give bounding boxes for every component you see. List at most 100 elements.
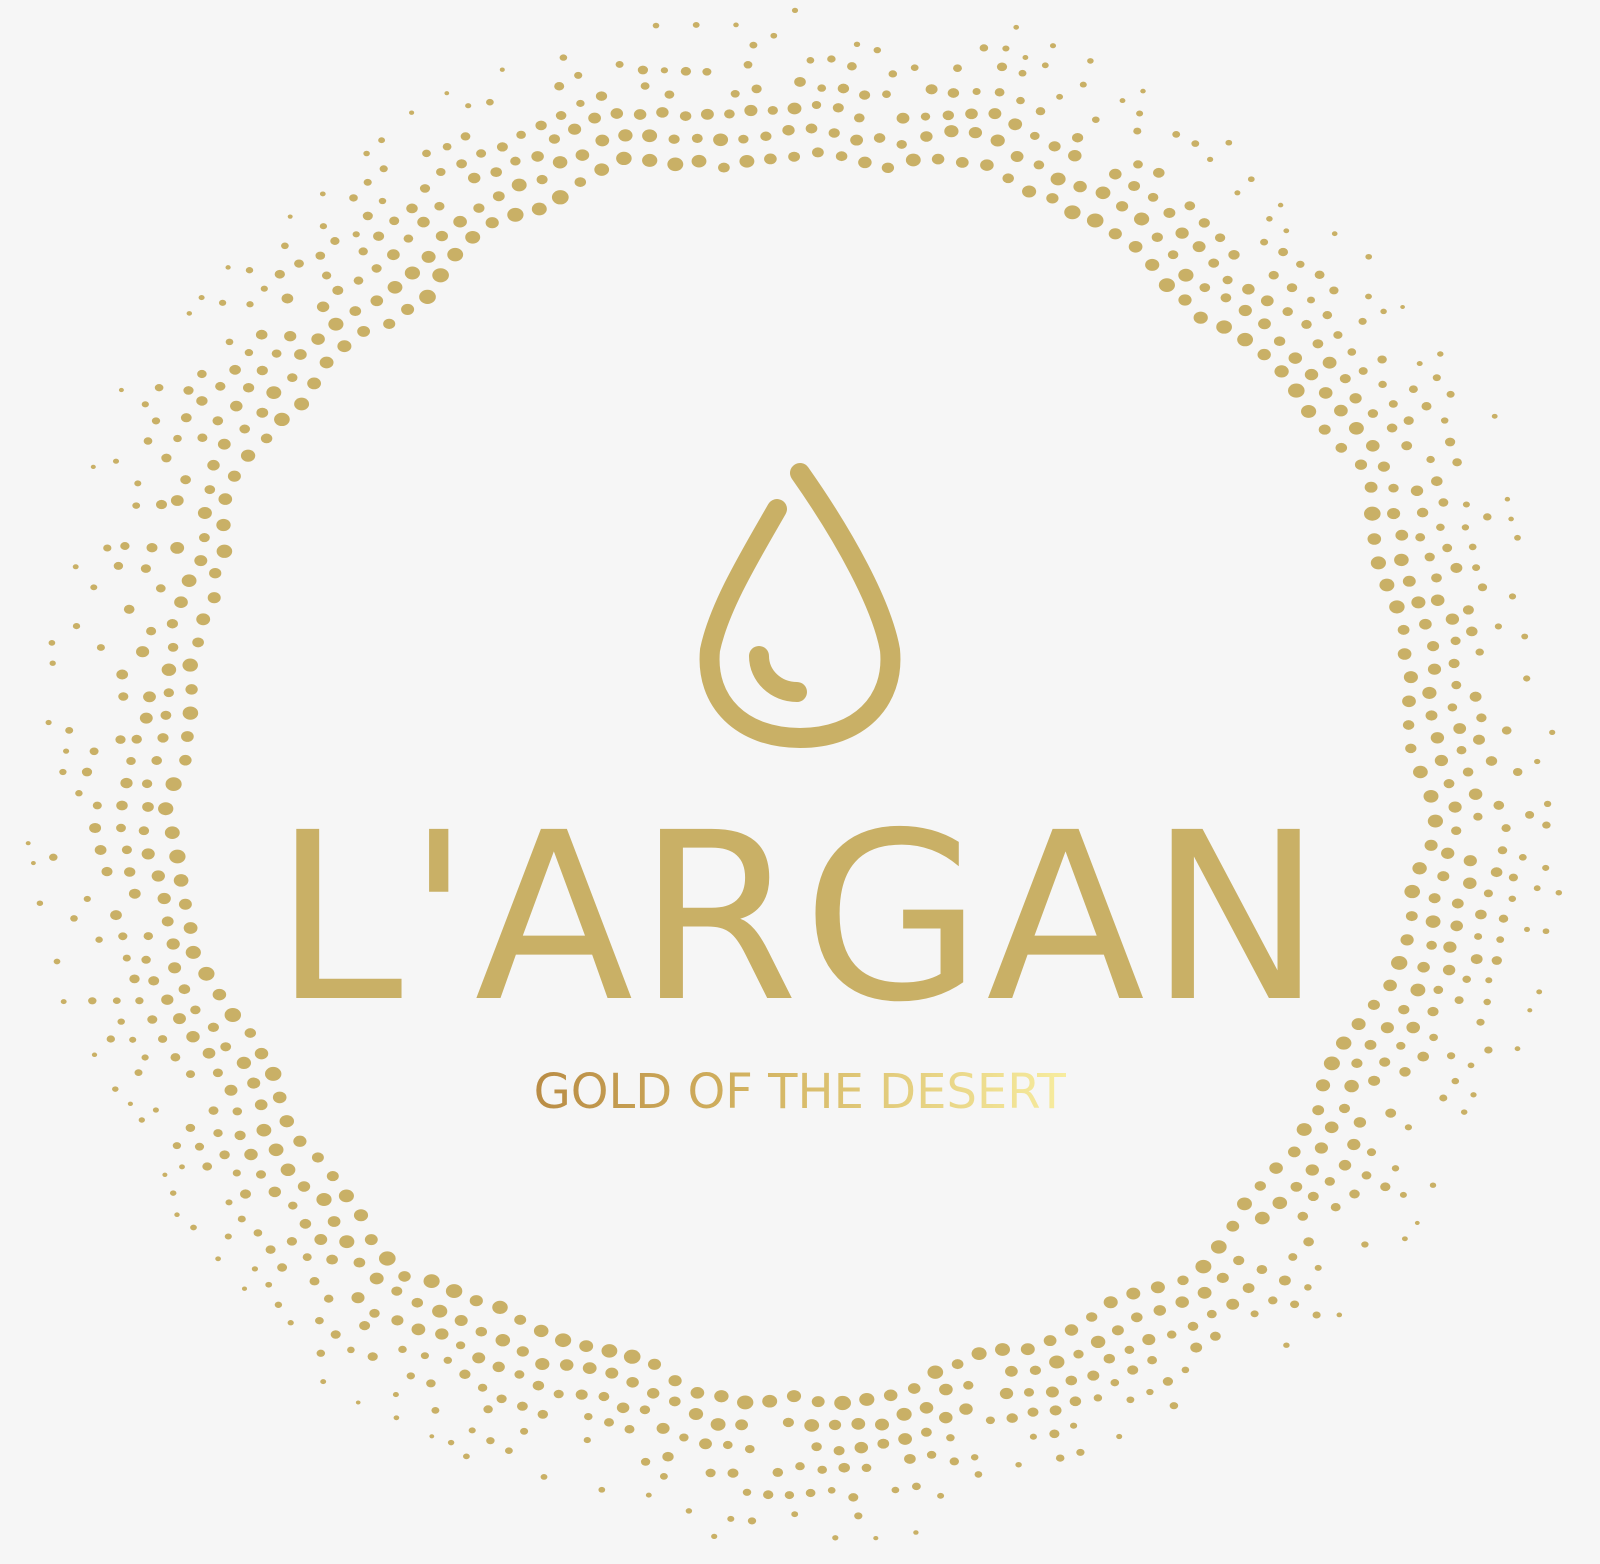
ring-dot	[963, 1380, 974, 1390]
ring-dot	[128, 888, 141, 899]
ring-dot	[1312, 1311, 1321, 1319]
ring-dot	[1210, 1240, 1227, 1254]
ring-dot	[244, 349, 254, 357]
dotted-ring-decoration	[25, 7, 1563, 1541]
ring-dot	[401, 303, 415, 315]
ring-dot	[955, 157, 969, 168]
ring-dot	[103, 544, 112, 552]
ring-dot	[220, 1042, 232, 1052]
ring-dot	[429, 1434, 435, 1439]
ring-dot	[832, 1535, 839, 1541]
ring-dot	[1301, 319, 1312, 329]
ring-dot	[1146, 1388, 1154, 1396]
ring-dot	[1485, 756, 1498, 766]
ring-dot	[1483, 998, 1491, 1006]
ring-dot	[806, 57, 815, 64]
ring-dot	[947, 88, 960, 98]
ring-dot	[154, 384, 164, 392]
ring-dot	[1422, 686, 1437, 699]
ring-dot	[1497, 846, 1508, 855]
ring-dot	[1331, 231, 1338, 237]
ring-dot	[700, 108, 714, 120]
ring-dot	[353, 1257, 366, 1268]
ring-dot	[1247, 176, 1255, 183]
ring-dot	[1443, 779, 1455, 789]
ring-dot	[420, 1352, 429, 1360]
ring-dot	[1290, 1300, 1300, 1309]
ring-dot	[118, 932, 128, 941]
ring-dot	[595, 134, 610, 147]
ring-dot	[48, 640, 56, 646]
ring-dot	[173, 874, 189, 887]
ring-dot	[1068, 149, 1082, 162]
ring-dot	[1484, 1046, 1493, 1054]
ring-dot	[138, 1117, 145, 1123]
ring-dot	[367, 1352, 378, 1361]
ring-dot	[225, 265, 231, 270]
ring-dot	[409, 110, 415, 115]
ring-dot	[152, 1107, 159, 1113]
ring-dot	[167, 642, 179, 652]
ring-dot	[146, 626, 157, 636]
ring-dot	[1103, 1353, 1115, 1364]
ring-dot	[1022, 185, 1037, 198]
ring-dot	[970, 1454, 979, 1461]
ring-dot	[760, 131, 772, 142]
ring-dot	[1110, 1379, 1120, 1387]
ring-dot	[1383, 979, 1397, 992]
ring-dot	[1405, 911, 1418, 922]
ring-dot	[1266, 216, 1273, 222]
ring-dot	[1391, 1165, 1400, 1172]
ring-dot	[1193, 311, 1208, 324]
ring-dot	[595, 91, 608, 101]
ring-dot	[496, 142, 508, 152]
ring-dot	[1018, 69, 1027, 77]
ring-dot	[170, 1053, 181, 1062]
ring-dot	[1463, 855, 1477, 867]
ring-dot	[127, 1101, 133, 1106]
ring-dot	[1049, 1429, 1060, 1439]
ring-dot	[432, 268, 449, 283]
ring-dot	[280, 1163, 296, 1177]
ring-dot	[605, 1367, 619, 1379]
ring-dot	[182, 658, 198, 672]
ring-dot	[49, 660, 56, 666]
ring-dot	[225, 338, 234, 346]
ring-dot	[1033, 160, 1045, 170]
ring-dot	[1462, 605, 1474, 615]
ring-dot	[921, 1427, 932, 1437]
ring-dot	[642, 129, 658, 143]
ring-dot	[212, 416, 224, 426]
ring-dot	[277, 1263, 288, 1272]
ring-dot	[94, 845, 107, 855]
ring-dot	[1175, 1296, 1189, 1308]
ring-dot	[1446, 390, 1455, 398]
ring-dot	[827, 55, 836, 63]
ring-dot	[1225, 139, 1233, 146]
ring-dot	[139, 712, 153, 724]
ring-dot	[1347, 348, 1357, 356]
ring-dot	[616, 151, 632, 166]
ring-dot	[1048, 141, 1061, 152]
ring-dot	[347, 1346, 355, 1354]
ring-dot	[1364, 506, 1381, 521]
ring-dot	[116, 823, 126, 833]
ring-dot	[204, 485, 216, 495]
ring-dot	[1364, 1039, 1377, 1050]
ring-dot	[1385, 1108, 1397, 1118]
ring-dot	[141, 401, 149, 408]
ring-dot	[1237, 332, 1253, 347]
ring-dot	[1307, 1191, 1319, 1202]
ring-dot	[811, 1442, 822, 1452]
ring-dot	[583, 1437, 591, 1444]
ring-dot	[1187, 1321, 1199, 1331]
ring-dot	[227, 470, 241, 482]
ring-dot	[1128, 240, 1143, 253]
ring-dot	[1401, 441, 1413, 451]
ring-dot	[1403, 671, 1418, 684]
ring-dot	[1133, 127, 1142, 135]
ring-dot	[920, 112, 931, 121]
ring-dot	[260, 285, 268, 292]
ring-dot	[499, 67, 505, 72]
ring-dot	[835, 151, 848, 162]
